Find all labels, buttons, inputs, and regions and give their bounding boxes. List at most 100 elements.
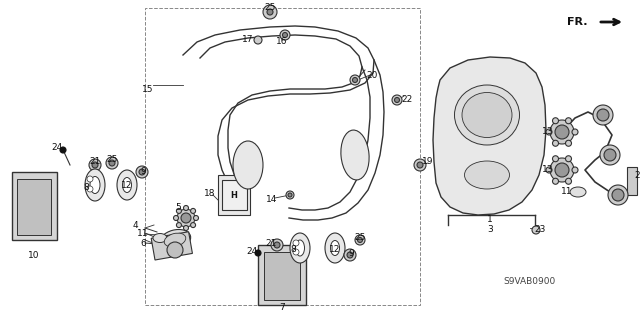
- Circle shape: [254, 36, 262, 44]
- Circle shape: [532, 226, 540, 234]
- Circle shape: [177, 209, 195, 227]
- Circle shape: [550, 158, 574, 182]
- Text: 13: 13: [542, 128, 554, 137]
- Circle shape: [417, 162, 423, 168]
- Ellipse shape: [290, 233, 310, 263]
- Circle shape: [414, 159, 426, 171]
- Circle shape: [293, 249, 299, 255]
- Text: 9: 9: [348, 249, 354, 258]
- Circle shape: [392, 95, 402, 105]
- Bar: [12, 172, 57, 240]
- Circle shape: [394, 98, 399, 102]
- Circle shape: [344, 249, 356, 261]
- Circle shape: [552, 140, 559, 146]
- Text: 8: 8: [83, 183, 89, 192]
- Circle shape: [353, 78, 358, 83]
- Circle shape: [136, 166, 148, 178]
- Text: 18: 18: [204, 189, 216, 197]
- Ellipse shape: [164, 233, 186, 247]
- Circle shape: [552, 178, 559, 184]
- Circle shape: [89, 159, 101, 171]
- Text: 25: 25: [106, 155, 118, 165]
- Circle shape: [181, 213, 191, 223]
- Text: 21: 21: [90, 158, 100, 167]
- Ellipse shape: [454, 85, 520, 145]
- Circle shape: [555, 125, 569, 139]
- Circle shape: [184, 205, 189, 211]
- Ellipse shape: [325, 233, 345, 263]
- Circle shape: [555, 163, 569, 177]
- Circle shape: [604, 149, 616, 161]
- Text: 6: 6: [140, 239, 146, 248]
- Circle shape: [552, 156, 559, 162]
- Circle shape: [87, 186, 93, 192]
- Circle shape: [60, 147, 66, 153]
- Bar: [151, 232, 193, 260]
- Text: 13: 13: [542, 166, 554, 174]
- Circle shape: [572, 167, 578, 173]
- Circle shape: [546, 129, 552, 135]
- Circle shape: [193, 216, 198, 220]
- Circle shape: [288, 193, 292, 197]
- Circle shape: [355, 235, 365, 245]
- Circle shape: [177, 208, 181, 213]
- Circle shape: [566, 156, 572, 162]
- Circle shape: [550, 120, 574, 144]
- Circle shape: [612, 189, 624, 201]
- Text: 24: 24: [51, 144, 63, 152]
- Ellipse shape: [462, 93, 512, 137]
- Text: 3: 3: [487, 226, 493, 234]
- Circle shape: [255, 250, 261, 256]
- Bar: [17, 179, 51, 235]
- Text: FR.: FR.: [568, 17, 588, 27]
- Text: 25: 25: [264, 4, 276, 12]
- Text: 14: 14: [266, 196, 278, 204]
- Circle shape: [347, 252, 353, 258]
- Circle shape: [572, 129, 578, 135]
- Circle shape: [597, 109, 609, 121]
- Text: 7: 7: [279, 303, 285, 313]
- Circle shape: [271, 239, 283, 251]
- Text: 25: 25: [355, 234, 365, 242]
- Ellipse shape: [341, 130, 369, 180]
- Text: 9: 9: [140, 167, 146, 176]
- Circle shape: [106, 157, 118, 169]
- Circle shape: [191, 208, 196, 213]
- Circle shape: [546, 167, 552, 173]
- Text: 16: 16: [276, 38, 288, 47]
- Bar: [258, 245, 306, 305]
- Ellipse shape: [85, 169, 105, 201]
- Circle shape: [92, 162, 98, 168]
- Ellipse shape: [570, 187, 586, 197]
- Circle shape: [566, 178, 572, 184]
- Ellipse shape: [296, 240, 305, 256]
- Circle shape: [608, 185, 628, 205]
- Ellipse shape: [330, 241, 339, 256]
- Text: 23: 23: [534, 226, 546, 234]
- Circle shape: [191, 223, 196, 227]
- Circle shape: [109, 160, 115, 166]
- Text: 10: 10: [28, 250, 40, 259]
- Circle shape: [286, 191, 294, 199]
- Text: 24: 24: [246, 248, 258, 256]
- Text: 11: 11: [137, 228, 148, 238]
- Circle shape: [566, 140, 572, 146]
- Circle shape: [177, 223, 181, 227]
- Ellipse shape: [153, 234, 167, 242]
- Text: 12: 12: [330, 244, 340, 254]
- Text: H: H: [230, 190, 237, 199]
- Circle shape: [139, 169, 145, 175]
- Circle shape: [87, 176, 93, 182]
- Text: 4: 4: [132, 220, 138, 229]
- Text: 5: 5: [175, 204, 181, 212]
- Text: 1: 1: [487, 216, 493, 225]
- Circle shape: [267, 9, 273, 15]
- Circle shape: [566, 118, 572, 124]
- Polygon shape: [433, 57, 546, 215]
- Bar: [264, 252, 300, 300]
- Text: S9VAB0900: S9VAB0900: [504, 278, 556, 286]
- Circle shape: [280, 30, 290, 40]
- Text: 12: 12: [122, 182, 132, 190]
- Circle shape: [274, 242, 280, 248]
- Circle shape: [593, 105, 613, 125]
